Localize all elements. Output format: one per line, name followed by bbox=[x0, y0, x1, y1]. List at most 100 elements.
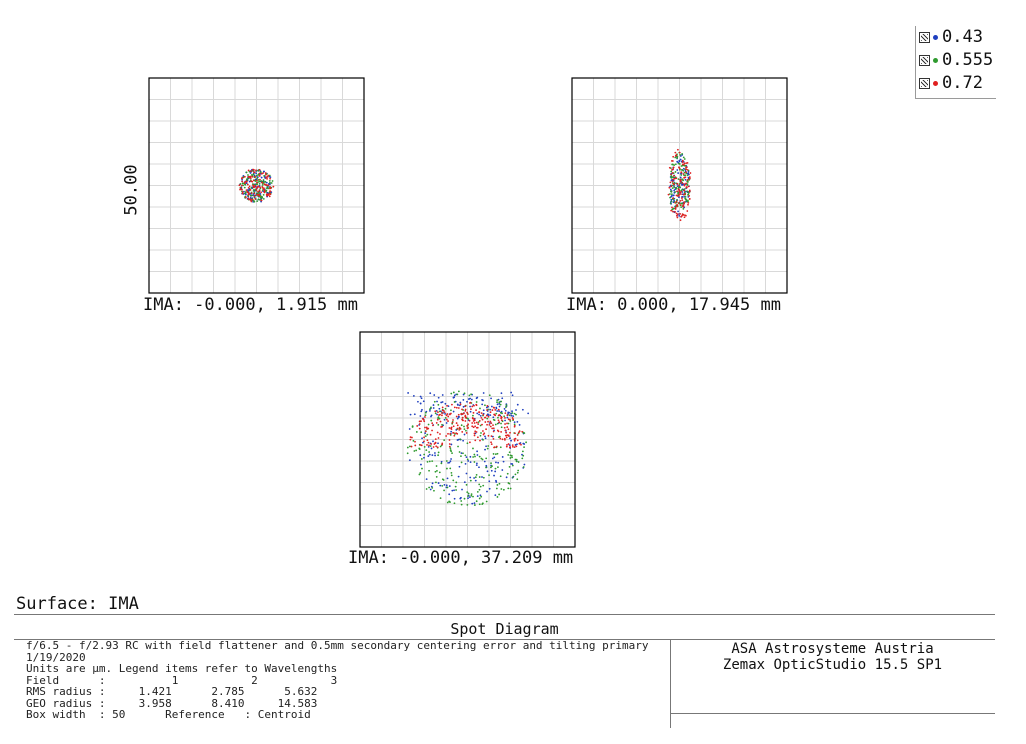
spot-point bbox=[510, 439, 513, 442]
spot-point bbox=[464, 454, 467, 457]
spot-point bbox=[491, 465, 493, 467]
spot-point bbox=[472, 456, 475, 458]
legend-item-0[interactable]: 0.43 bbox=[916, 26, 996, 49]
spot-point bbox=[513, 421, 516, 424]
spot-point bbox=[506, 422, 508, 425]
spot-point bbox=[410, 445, 413, 448]
legend-item-2[interactable]: 0.72 bbox=[916, 72, 996, 95]
spot-point bbox=[266, 191, 269, 194]
spot-point bbox=[681, 159, 684, 162]
plot-caption-field-2: IMA: 0.000, 17.945 mm bbox=[566, 295, 781, 315]
spot-point bbox=[248, 180, 251, 183]
checkbox-icon[interactable] bbox=[919, 78, 930, 89]
spot-point bbox=[428, 453, 431, 456]
checkbox-icon[interactable] bbox=[919, 55, 930, 66]
spot-point bbox=[676, 160, 679, 163]
spot-point bbox=[263, 191, 266, 194]
spot-point bbox=[446, 486, 449, 489]
spot-point bbox=[490, 422, 493, 425]
spot-point bbox=[469, 455, 472, 458]
spot-point bbox=[498, 405, 501, 408]
spot-point bbox=[439, 420, 442, 423]
spot-point bbox=[679, 176, 682, 179]
spot-point bbox=[460, 496, 462, 499]
spot-point bbox=[248, 192, 250, 195]
spot-point bbox=[437, 482, 440, 484]
spot-point bbox=[421, 467, 423, 470]
spot-point bbox=[674, 191, 677, 193]
spot-point bbox=[494, 470, 497, 473]
spot-point bbox=[682, 169, 685, 172]
spot-point bbox=[471, 425, 474, 428]
spot-point bbox=[430, 406, 432, 409]
spot-point bbox=[669, 202, 672, 205]
spot-point bbox=[489, 414, 492, 417]
spot-point bbox=[258, 182, 261, 185]
spot-point bbox=[429, 392, 432, 395]
spot-point bbox=[438, 417, 441, 420]
spot-point bbox=[480, 412, 483, 414]
spot-point bbox=[252, 184, 254, 187]
spot-point bbox=[472, 411, 475, 414]
spot-point bbox=[425, 426, 428, 429]
spot-point bbox=[431, 429, 433, 432]
spot-point bbox=[429, 488, 432, 491]
spot-point bbox=[247, 193, 250, 196]
spot-point bbox=[433, 443, 436, 445]
spot-point bbox=[473, 422, 476, 424]
spot-point bbox=[508, 465, 511, 468]
spot-point bbox=[516, 403, 519, 406]
legend-item-1[interactable]: 0.555 bbox=[916, 49, 996, 72]
spot-point bbox=[436, 400, 438, 403]
spot-point bbox=[493, 446, 496, 449]
spot-point bbox=[265, 189, 268, 192]
spot-point bbox=[675, 154, 678, 156]
spot-point bbox=[454, 485, 457, 488]
spot-point bbox=[464, 420, 467, 422]
spot-point bbox=[436, 431, 439, 434]
spot-point bbox=[459, 403, 462, 406]
spot-point bbox=[478, 483, 481, 486]
spot-point bbox=[420, 397, 423, 400]
spot-point bbox=[518, 442, 521, 445]
spot-point bbox=[460, 500, 463, 502]
spot-point bbox=[425, 488, 428, 490]
spot-point bbox=[672, 197, 674, 200]
legend-label-2: 0.72 bbox=[942, 73, 983, 93]
spot-point bbox=[492, 424, 494, 427]
spot-point bbox=[418, 447, 421, 450]
info-block: f/6.5 - f/2.93 RC with field flattener a… bbox=[26, 639, 649, 721]
spot-point bbox=[421, 437, 423, 440]
footer-top-rule bbox=[14, 614, 995, 615]
spot-point bbox=[502, 488, 505, 491]
spot-point bbox=[467, 497, 469, 500]
spot-point bbox=[425, 478, 428, 481]
spot-point bbox=[269, 181, 271, 184]
spot-point bbox=[470, 393, 472, 396]
checkbox-icon[interactable] bbox=[919, 32, 930, 43]
spot-point bbox=[676, 157, 678, 159]
spot-point bbox=[264, 172, 267, 174]
spot-point bbox=[512, 418, 515, 421]
spot-point bbox=[687, 194, 689, 196]
spot-point bbox=[670, 193, 673, 196]
spot-point bbox=[670, 190, 672, 193]
spot-point bbox=[436, 446, 439, 449]
spot-point bbox=[446, 413, 449, 415]
spot-point bbox=[677, 162, 680, 165]
spot-point bbox=[494, 453, 497, 456]
spot-point bbox=[436, 413, 438, 416]
spot-point bbox=[253, 174, 256, 177]
spot-point bbox=[517, 469, 520, 472]
spot-point bbox=[511, 444, 514, 447]
spot-point bbox=[523, 463, 526, 466]
wavelength-legend: 0.43 0.555 0.72 bbox=[915, 26, 996, 99]
spot-point bbox=[463, 392, 466, 395]
spot-point bbox=[420, 431, 423, 434]
spot-point bbox=[671, 187, 674, 190]
spot-point bbox=[492, 453, 495, 455]
spot-point bbox=[466, 424, 468, 427]
spot-point bbox=[252, 189, 255, 192]
spot-point bbox=[478, 413, 480, 416]
spot-plot-field-1 bbox=[148, 77, 365, 294]
